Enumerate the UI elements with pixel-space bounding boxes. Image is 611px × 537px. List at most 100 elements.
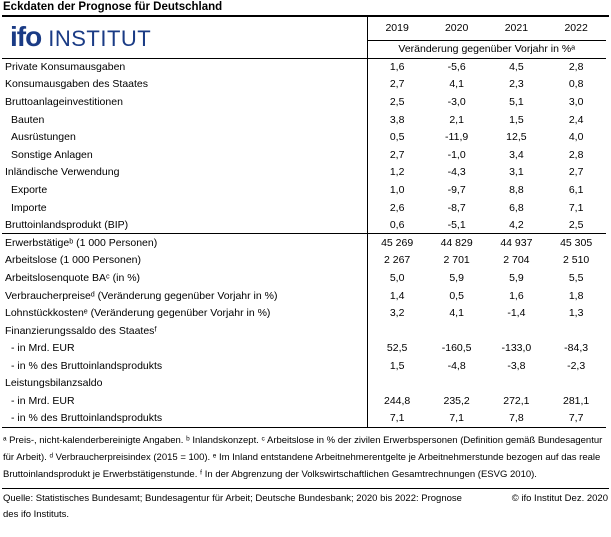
- row-value: -133,0: [501, 342, 532, 355]
- table-row: Bruttoanlageinvestitionen 2,5 -3,0 5,1 3,0: [2, 93, 606, 111]
- row-value: [427, 322, 487, 340]
- logo-cell: ifo INSTITUT: [2, 17, 367, 59]
- row-value: -3,0: [447, 95, 466, 108]
- row-value: 2,8: [568, 148, 584, 161]
- table-row: Arbeitslosenquote BAᶜ (in %) 5,0 5,9 5,9 5,5: [2, 269, 606, 287]
- row-label: Private Konsumausgaben: [5, 61, 126, 74]
- table-row: - in Mrd. EUR 244,8 235,2 272,1 281,1: [2, 392, 606, 410]
- row-value: 2,7: [568, 166, 584, 179]
- row-value: 5,5: [568, 271, 584, 284]
- row-label: - in Mrd. EUR: [11, 395, 75, 408]
- row-value: 4,0: [568, 131, 584, 144]
- table-row: Private Konsumausgaben 1,6 -5,6 4,5 2,8: [2, 58, 606, 76]
- table-row: Inländische Verwendung 1,2 -4,3 3,1 2,7: [2, 163, 606, 182]
- row-value: 2,3: [509, 78, 524, 91]
- table-row: - in Mrd. EUR 52,5 -160,5 -133,0 -84,3: [2, 339, 606, 358]
- row-label: Importe: [11, 201, 47, 214]
- table-row: Importe 2,6 -8,7 6,8 7,1: [2, 198, 606, 217]
- row-value: 2,1: [449, 113, 464, 126]
- row-value: 45 305: [560, 236, 593, 249]
- row-value: 1,0: [366, 181, 427, 199]
- row-label: Verbraucherpreiseᵈ (Veränderung gegenübe…: [5, 289, 278, 302]
- row-value: -84,3: [564, 342, 589, 355]
- table-row: Konsumausgaben des Staates 2,7 4,1 2,3 0,8: [2, 75, 606, 94]
- row-value: 3,2: [366, 304, 427, 322]
- row-value: 1,5: [509, 113, 524, 126]
- row-value: 44 937: [500, 236, 533, 249]
- divider: [2, 487, 609, 489]
- row-value: -2,3: [567, 359, 586, 372]
- row-label: Bruttoanlageinvestitionen: [5, 95, 123, 108]
- row-value: 1,5: [366, 357, 427, 375]
- row-value: 3,4: [509, 148, 524, 161]
- source-note: Quelle: Statistisches Bundesamt; Bundesa…: [3, 492, 462, 521]
- row-value: 5,9: [509, 271, 524, 284]
- row-label: Konsumausgaben des Staates: [5, 78, 149, 91]
- row-value: 8,8: [509, 183, 524, 196]
- row-value: 244,8: [366, 392, 427, 410]
- row-value: 1,4: [366, 286, 427, 305]
- ifo-logo: ifo INSTITUT: [10, 23, 367, 51]
- row-value: 2,6: [366, 198, 427, 217]
- row-value: 0,5: [449, 289, 464, 302]
- row-value: 1,6: [366, 58, 427, 76]
- row-value: 2 267: [366, 251, 427, 270]
- table-row: Ausrüstungen 0,5 -11,9 12,5 4,0: [2, 128, 606, 146]
- row-value: 2 701: [443, 254, 470, 267]
- row-value: -1,0: [447, 148, 466, 161]
- row-value: 2,7: [366, 145, 427, 164]
- row-value: -160,5: [441, 342, 472, 355]
- row-label: Erwerbstätigeᵇ (1 000 Personen): [5, 236, 158, 249]
- ifo-logo-text: ifo: [10, 21, 42, 53]
- row-value: 3,1: [509, 166, 524, 179]
- row-value: 4,1: [449, 78, 464, 91]
- row-label: Ausrüstungen: [11, 131, 76, 144]
- table-row: Erwerbstätigeᵇ (1 000 Personen) 45 269 44 …: [2, 233, 606, 252]
- row-value: 5,1: [509, 95, 524, 108]
- row-value: -3,8: [507, 359, 526, 372]
- row-value: 7,1: [568, 201, 584, 214]
- table-row: - in % des Bruttoinlandsprodukts 7,1 7,1 7,…: [2, 409, 606, 428]
- year-header-2020: 2020: [426, 17, 487, 41]
- row-value: 2,5: [366, 93, 427, 111]
- row-value: 45 269: [366, 233, 427, 252]
- row-value: 0,8: [568, 78, 584, 91]
- table-row: Sonstige Anlagen 2,7 -1,0 3,4 2,8: [2, 145, 606, 164]
- footnotes: ᵃ Preis-, nicht-kalenderbereinigte Angab…: [3, 434, 603, 480]
- table-row: Arbeitslose (1 000 Personen) 2 267 2 701 2 …: [2, 251, 606, 270]
- table-row: - in % des Bruttoinlandsprodukts 1,5 -4,8 -…: [2, 357, 606, 375]
- row-label: - in % des Bruttoinlandsprodukts: [11, 412, 163, 425]
- row-label: Bauten: [11, 113, 45, 126]
- row-value: 2 704: [503, 254, 530, 267]
- row-value: 5,9: [449, 271, 464, 284]
- row-label: Inländische Verwendung: [5, 166, 120, 179]
- row-value: 2 510: [562, 254, 590, 267]
- row-value: -5,1: [426, 216, 487, 235]
- table-row: Exporte 1,0 -9,7 8,8 6,1: [2, 181, 606, 199]
- row-label: - in Mrd. EUR: [11, 342, 75, 355]
- row-value: -1,4: [507, 307, 526, 320]
- row-label: Sonstige Anlagen: [11, 148, 93, 161]
- table-row: Verbraucherpreiseᵈ (Veränderung gegenübe…: [2, 286, 606, 305]
- row-value: 3,8: [366, 110, 427, 129]
- row-label: Lohnstückkostenᵉ (Veränderung gegenüber …: [5, 307, 271, 320]
- row-value: 3,0: [568, 95, 584, 108]
- row-value: [546, 375, 606, 393]
- row-label: Arbeitslosenquote BAᶜ (in %): [5, 271, 141, 284]
- row-value: 4,5: [509, 61, 524, 74]
- row-value: [366, 374, 427, 393]
- table-row: Leistungsbilanzsaldo: [2, 374, 606, 393]
- year-header-2019: 2019: [366, 17, 427, 41]
- row-value: 6,1: [568, 183, 584, 196]
- table-row: Finanzierungssaldo des Staatesᶠ: [2, 321, 606, 340]
- page-title: Eckdaten der Prognose für Deutschland: [2, 0, 609, 17]
- forecast-table: ifo INSTITUT 2019 2020 2021 2022 Veränder…: [2, 17, 606, 428]
- row-value: 4,2: [486, 216, 547, 235]
- row-value: 6,8: [509, 201, 524, 214]
- row-value: [487, 375, 547, 393]
- row-value: 12,5: [506, 131, 527, 144]
- row-value: 2,4: [568, 113, 584, 126]
- row-value: 7,8: [509, 412, 524, 425]
- row-value: 0,6: [366, 216, 427, 235]
- row-value: 2,8: [568, 61, 584, 74]
